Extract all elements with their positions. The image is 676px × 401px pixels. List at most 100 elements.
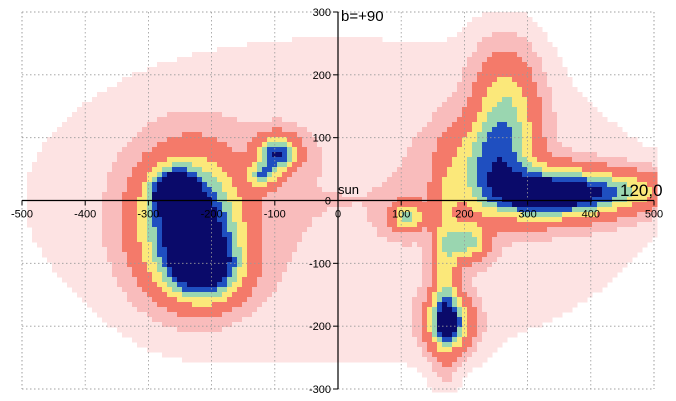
density-cell <box>137 262 143 268</box>
density-cell <box>307 197 313 203</box>
density-cell <box>217 52 223 58</box>
density-cell <box>202 72 208 78</box>
density-cell <box>357 167 363 173</box>
density-cell <box>367 172 373 178</box>
density-cell <box>282 87 288 93</box>
density-cell <box>652 207 658 213</box>
density-cell <box>352 182 358 188</box>
density-cell <box>632 152 638 158</box>
density-cell <box>122 142 128 148</box>
density-cell <box>182 82 188 88</box>
density-cell <box>157 127 163 133</box>
density-cell <box>317 62 323 68</box>
density-cell <box>487 202 493 208</box>
density-cell <box>517 207 523 213</box>
density-cell <box>287 147 293 153</box>
density-cell <box>52 217 58 223</box>
density-cell <box>187 182 193 188</box>
density-cell <box>67 167 73 173</box>
density-cell <box>392 87 398 93</box>
density-cell <box>127 217 133 223</box>
density-cell <box>502 147 508 153</box>
density-cell <box>437 47 443 53</box>
density-cell <box>447 207 453 213</box>
density-cell <box>237 247 243 253</box>
density-cell <box>232 182 238 188</box>
density-cell <box>232 142 238 148</box>
density-cell <box>637 162 643 168</box>
density-cell <box>97 247 103 253</box>
density-cell <box>597 152 603 158</box>
density-cell <box>522 142 528 148</box>
density-cell <box>532 217 538 223</box>
density-cell <box>127 202 133 208</box>
density-cell <box>392 197 398 203</box>
density-cell <box>62 152 68 158</box>
density-cell <box>127 82 133 88</box>
density-cell <box>197 92 203 98</box>
density-cell <box>377 252 383 258</box>
density-cell <box>422 67 428 73</box>
density-cell <box>457 197 463 203</box>
density-cell <box>632 137 638 143</box>
density-cell <box>377 167 383 173</box>
density-cell <box>317 217 323 223</box>
density-cell <box>622 257 628 263</box>
density-cell <box>247 132 253 138</box>
density-cell <box>142 147 148 153</box>
density-cell <box>397 227 403 233</box>
density-cell <box>392 117 398 123</box>
density-cell <box>537 227 543 233</box>
density-cell <box>477 52 483 58</box>
density-cell <box>602 122 608 128</box>
density-cell <box>417 202 423 208</box>
density-cell <box>617 207 623 213</box>
density-cell <box>332 42 338 48</box>
density-cell <box>262 97 268 103</box>
density-cell <box>187 207 193 213</box>
density-cell <box>487 42 493 48</box>
density-cell <box>312 67 318 73</box>
density-cell <box>542 137 548 143</box>
density-cell <box>367 247 373 253</box>
density-cell <box>137 202 143 208</box>
density-cell <box>217 177 223 183</box>
density-cell <box>217 157 223 163</box>
density-cell <box>332 87 338 93</box>
density-cell <box>397 217 403 223</box>
density-cell <box>347 197 353 203</box>
density-cell <box>332 172 338 178</box>
density-cell <box>232 177 238 183</box>
density-cell <box>552 217 558 223</box>
density-cell <box>307 257 313 263</box>
density-cell <box>197 162 203 168</box>
density-cell <box>412 62 418 68</box>
density-cell <box>177 72 183 78</box>
density-cell <box>387 182 393 188</box>
density-cell <box>77 122 83 128</box>
density-cell <box>352 222 358 228</box>
density-cell <box>532 57 538 63</box>
density-cell <box>162 62 168 68</box>
density-cell <box>132 117 138 123</box>
density-cell <box>482 77 488 83</box>
density-cell <box>47 142 53 148</box>
density-cell <box>312 187 318 193</box>
density-cell <box>597 217 603 223</box>
density-cell <box>442 72 448 78</box>
density-cell <box>457 207 463 213</box>
density-cell <box>437 137 443 143</box>
density-cell <box>517 147 523 153</box>
density-cell <box>192 152 198 158</box>
density-cell <box>47 137 53 143</box>
density-cell <box>417 47 423 53</box>
density-cell <box>187 162 193 168</box>
density-cell <box>442 117 448 123</box>
density-cell <box>417 177 423 183</box>
density-cell <box>242 117 248 123</box>
density-cell <box>432 212 438 218</box>
density-cell <box>607 172 613 178</box>
density-cell <box>122 82 128 88</box>
density-cell <box>287 222 293 228</box>
density-cell <box>442 107 448 113</box>
